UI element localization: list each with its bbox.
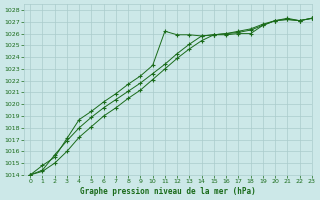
X-axis label: Graphe pression niveau de la mer (hPa): Graphe pression niveau de la mer (hPa)	[80, 187, 256, 196]
